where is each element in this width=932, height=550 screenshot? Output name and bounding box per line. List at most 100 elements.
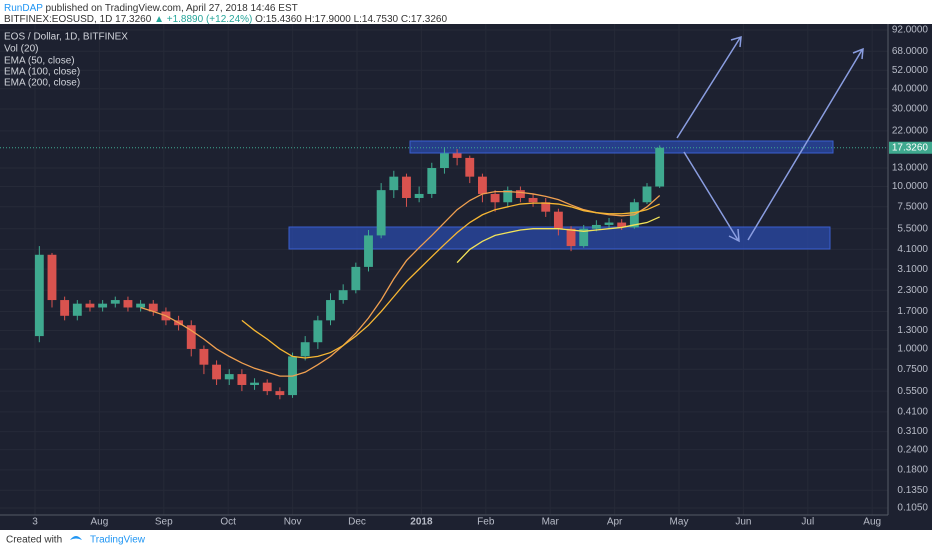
- resistance-zone: [409, 140, 834, 154]
- candle-body: [326, 300, 335, 321]
- low: L:14.7530: [354, 14, 399, 25]
- candle-body: [199, 348, 209, 365]
- y-tick-label: 92.0000: [892, 25, 929, 36]
- candle-body: [503, 190, 513, 203]
- candle-body: [123, 300, 133, 308]
- candle-body: [642, 186, 652, 203]
- candle-body: [553, 211, 563, 229]
- last-price-label: 17.3260: [892, 142, 929, 153]
- logo: [70, 536, 82, 540]
- candle-body: [300, 342, 310, 357]
- candle-body: [452, 153, 462, 158]
- candle-body: [262, 382, 272, 392]
- candle-body: [617, 222, 627, 228]
- candle-body: [98, 303, 108, 308]
- footer-brand[interactable]: TradingView: [90, 535, 146, 546]
- x-tick-label: Apr: [607, 517, 623, 528]
- candle-body: [212, 364, 222, 380]
- y-tick-label: 4.1000: [897, 244, 928, 255]
- candle-body: [313, 320, 323, 343]
- last: 17.3260: [115, 14, 152, 25]
- y-tick-label: 30.0000: [892, 104, 929, 115]
- candle-body: [465, 157, 475, 177]
- candle-body: [579, 228, 589, 247]
- ema-line: [140, 190, 661, 377]
- x-tick-label: Sep: [155, 517, 173, 528]
- x-tick-label: Nov: [284, 517, 302, 528]
- arrow-down: [683, 151, 740, 243]
- y-tick-label: 0.1050: [897, 503, 928, 514]
- candle-body: [275, 391, 285, 396]
- candle-body: [528, 197, 538, 203]
- last-price-tag: [889, 141, 932, 154]
- y-tick-label: 1.3000: [897, 325, 928, 336]
- author: RunDAP: [4, 3, 43, 14]
- high: H:17.9000: [305, 14, 352, 25]
- candle-body: [148, 303, 158, 312]
- y-tick-label: 10.0000: [892, 181, 929, 192]
- candle-body: [427, 168, 437, 194]
- candle-body: [34, 254, 44, 337]
- y-tick-label: 22.0000: [892, 126, 929, 137]
- candle-body: [655, 147, 665, 187]
- candle-body: [224, 374, 234, 380]
- candle-body: [376, 190, 386, 236]
- y-tick-label: 2.3000: [897, 285, 928, 296]
- candle-body: [440, 153, 449, 169]
- x-tick-label: Aug: [91, 517, 109, 528]
- ema-line: [241, 202, 660, 359]
- candle-body: [591, 224, 601, 229]
- footer-created: Created with: [6, 535, 62, 546]
- x-tick-label: Feb: [477, 517, 495, 528]
- y-tick-label: 7.5000: [897, 201, 928, 212]
- candle-body: [566, 228, 576, 247]
- candle-body: [364, 235, 373, 267]
- y-tick-label: 0.2400: [897, 444, 928, 455]
- x-tick-label: Jul: [801, 517, 814, 528]
- legend: EOS / Dollar, 1D, BITFINEX Vol (20) EMA …: [4, 32, 128, 89]
- y-tick-label: 1.7000: [897, 306, 928, 317]
- candle-body: [414, 193, 424, 198]
- candle-body: [604, 222, 614, 225]
- candle-body: [85, 303, 95, 308]
- close: C:17.3260: [401, 14, 448, 25]
- change: ▲ +1.8890 (+12.24%): [154, 14, 252, 25]
- x-tick-label: Aug: [863, 517, 881, 528]
- header-line-2: BITFINEX:EOSUSD, 1D 17.3260 ▲ +1.8890 (+…: [4, 14, 447, 25]
- y-tick-label: 1.0000: [897, 344, 928, 355]
- published: published on TradingView.com, April 27, …: [46, 3, 298, 14]
- candle-body: [136, 303, 146, 308]
- legend-item: EMA (100, close): [4, 67, 80, 78]
- arrow-up-2: [747, 47, 864, 241]
- candle-body: [338, 290, 348, 301]
- arrows: [676, 35, 864, 243]
- arrow-up-1: [676, 35, 742, 139]
- legend-item: Vol (20): [4, 44, 38, 55]
- y-tick-label: 40.0000: [892, 83, 929, 94]
- candle-body: [490, 193, 500, 203]
- candle-body: [250, 382, 259, 385]
- plot-bg: [0, 24, 932, 530]
- y-tick-label: 13.0000: [892, 163, 929, 174]
- y-tick-label: 5.5000: [897, 223, 928, 234]
- header-line-1: RunDAP published on TradingView.com, Apr…: [4, 3, 298, 14]
- symbol: BITFINEX:EOSUSD, 1D: [4, 14, 112, 25]
- candle-body: [351, 266, 361, 291]
- candle-body: [541, 202, 551, 212]
- x-tick-label: Oct: [220, 517, 236, 528]
- x-tick-label: Dec: [348, 517, 366, 528]
- y-tick-label: 0.4100: [897, 406, 928, 417]
- y-tick-label: 0.5500: [897, 386, 928, 397]
- candle-body: [477, 176, 487, 194]
- y-tick-label: 0.1350: [897, 485, 928, 496]
- y-tick-label: 0.1800: [897, 465, 928, 476]
- y-tick-label: 0.3100: [897, 426, 928, 437]
- candle-body: [186, 325, 196, 349]
- open: O:15.4360: [255, 14, 302, 25]
- candle-body: [515, 190, 525, 198]
- x-tick-label: 2018: [410, 517, 433, 528]
- ema-line: [456, 216, 660, 264]
- legend-item: EMA (50, close): [4, 56, 75, 67]
- candle-body: [237, 374, 247, 385]
